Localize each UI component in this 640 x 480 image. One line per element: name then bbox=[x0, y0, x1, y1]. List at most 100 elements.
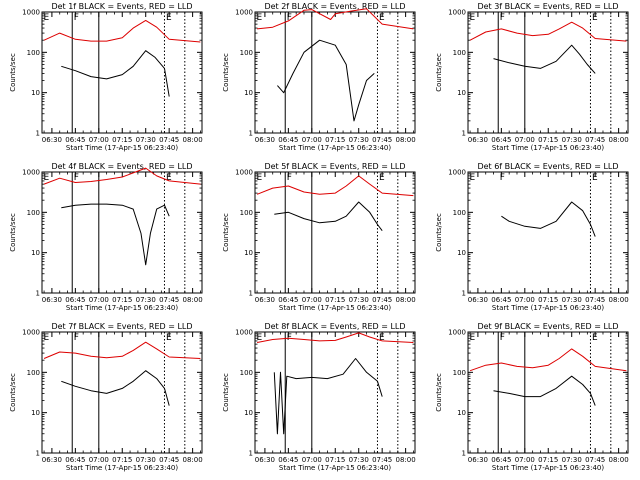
x-tick-label: 06:45 bbox=[278, 456, 298, 464]
x-tick-label: 06:30 bbox=[255, 456, 275, 464]
y-tick-label: 1000 bbox=[448, 329, 466, 337]
y-tick-label: 100 bbox=[27, 369, 40, 377]
chart-panel-5: Det 5f BLACK = Events, RED = LLD 1 10 100 10… bbox=[222, 162, 416, 312]
segment-marker-label: E bbox=[257, 173, 263, 183]
chart-title: Det 2f BLACK = Events, RED = LLD bbox=[264, 2, 405, 11]
x-tick-label: 07:00 bbox=[515, 456, 535, 464]
chart-panel-7: Det 7f BLACK = Events, RED = LLD 1 10 100 10… bbox=[9, 322, 203, 472]
chart-title: Det 4f BLACK = Events, RED = LLD bbox=[51, 162, 192, 171]
segment-marker-label: F bbox=[500, 333, 505, 343]
y-tick-label: 1000 bbox=[448, 169, 466, 177]
series-black-events bbox=[273, 358, 383, 435]
y-tick-label: 10 bbox=[457, 409, 466, 417]
x-tick-label: 08:00 bbox=[609, 296, 629, 304]
segment-marker-label: E bbox=[379, 333, 385, 343]
x-tick-label: 06:30 bbox=[468, 136, 488, 144]
series-black-events bbox=[501, 201, 596, 237]
y-tick-label: 10 bbox=[31, 249, 40, 257]
chart-panel-3: Det 3f BLACK = Events, RED = LLD 1 10 100 10… bbox=[435, 2, 629, 152]
x-tick-label: 06:45 bbox=[491, 456, 511, 464]
y-axis-label: Counts/sec bbox=[435, 373, 443, 412]
y-tick-label: 100 bbox=[453, 369, 466, 377]
x-tick-label: 07:00 bbox=[89, 456, 109, 464]
segment-marker-label: E bbox=[44, 13, 50, 23]
segment-marker-label: E bbox=[379, 173, 385, 183]
x-tick-label: 07:30 bbox=[136, 456, 156, 464]
x-tick-label: 07:45 bbox=[585, 456, 605, 464]
series-black-events bbox=[493, 44, 596, 74]
x-tick-label: 06:30 bbox=[255, 136, 275, 144]
x-axis-label: Start Time (17-Apr-15 06:23:40) bbox=[279, 144, 391, 152]
x-tick-label: 07:00 bbox=[302, 136, 322, 144]
segment-marker-label: F bbox=[500, 173, 505, 183]
segment-marker-label: E bbox=[470, 333, 476, 343]
x-tick-label: 06:30 bbox=[468, 296, 488, 304]
segment-marker-label: F bbox=[74, 333, 79, 343]
series-red-lld bbox=[257, 332, 414, 343]
segment-marker-label: F bbox=[287, 13, 292, 23]
x-tick-label: 08:00 bbox=[609, 456, 629, 464]
x-tick-label: 08:00 bbox=[396, 296, 416, 304]
x-tick-label: 07:45 bbox=[159, 136, 179, 144]
y-tick-label: 1000 bbox=[22, 9, 40, 17]
y-axis-label: Counts/sec bbox=[9, 53, 17, 92]
x-tick-label: 07:45 bbox=[585, 136, 605, 144]
y-tick-label: 1 bbox=[36, 450, 40, 458]
chart-panel-2: Det 2f BLACK = Events, RED = LLD 1 10 100 10… bbox=[222, 2, 416, 152]
x-tick-label: 07:30 bbox=[136, 136, 156, 144]
x-tick-label: 07:00 bbox=[302, 456, 322, 464]
plot-frame bbox=[467, 171, 629, 294]
series-red-lld bbox=[257, 8, 414, 30]
x-tick-label: 07:30 bbox=[562, 296, 582, 304]
y-tick-label: 1 bbox=[36, 130, 40, 138]
chart-title: Det 1f BLACK = Events, RED = LLD bbox=[51, 2, 192, 11]
y-tick-label: 1 bbox=[462, 130, 466, 138]
x-axis-label: Start Time (17-Apr-15 06:23:40) bbox=[66, 464, 178, 472]
segment-marker-label: E bbox=[166, 173, 172, 183]
x-axis-label: Start Time (17-Apr-15 06:23:40) bbox=[492, 464, 604, 472]
segment-marker-label: E bbox=[379, 13, 385, 23]
x-tick-label: 06:45 bbox=[65, 296, 85, 304]
series-black-events bbox=[61, 50, 170, 97]
x-tick-label: 07:00 bbox=[515, 136, 535, 144]
x-axis-label: Start Time (17-Apr-15 06:23:40) bbox=[279, 304, 391, 312]
segment-marker-label: E bbox=[44, 333, 50, 343]
x-tick-label: 07:45 bbox=[585, 296, 605, 304]
plot-frame bbox=[41, 11, 203, 134]
segment-marker-label: E bbox=[592, 333, 598, 343]
y-axis-label: Counts/sec bbox=[222, 53, 230, 92]
x-tick-label: 07:00 bbox=[515, 296, 535, 304]
y-tick-label: 1 bbox=[462, 450, 466, 458]
x-tick-label: 07:15 bbox=[112, 136, 132, 144]
x-tick-label: 08:00 bbox=[396, 456, 416, 464]
y-axis-label: Counts/sec bbox=[9, 373, 17, 412]
segment-marker-label: E bbox=[44, 173, 50, 183]
x-tick-label: 06:45 bbox=[278, 296, 298, 304]
plot-frame bbox=[467, 11, 629, 134]
y-tick-label: 1 bbox=[249, 130, 253, 138]
x-tick-label: 06:30 bbox=[255, 296, 275, 304]
y-axis-label: Counts/sec bbox=[222, 213, 230, 252]
y-axis-label: Counts/sec bbox=[222, 373, 230, 412]
plot-frame bbox=[41, 171, 203, 294]
x-tick-label: 06:45 bbox=[65, 456, 85, 464]
segment-marker-label: F bbox=[500, 13, 505, 23]
x-tick-label: 07:15 bbox=[538, 136, 558, 144]
x-tick-label: 07:15 bbox=[112, 296, 132, 304]
x-axis-label: Start Time (17-Apr-15 06:23:40) bbox=[492, 304, 604, 312]
y-tick-label: 10 bbox=[31, 89, 40, 97]
y-tick-label: 1000 bbox=[22, 329, 40, 337]
y-axis-label: Counts/sec bbox=[435, 53, 443, 92]
y-tick-label: 100 bbox=[240, 209, 253, 217]
x-tick-label: 07:00 bbox=[89, 136, 109, 144]
y-axis-label: Counts/sec bbox=[9, 213, 17, 252]
series-red-lld bbox=[256, 175, 414, 197]
y-tick-label: 10 bbox=[457, 249, 466, 257]
x-tick-label: 07:30 bbox=[562, 456, 582, 464]
segment-marker-label: E bbox=[592, 173, 598, 183]
y-tick-label: 1 bbox=[249, 450, 253, 458]
y-tick-label: 10 bbox=[244, 249, 253, 257]
plot-frame bbox=[41, 331, 203, 454]
x-tick-label: 07:00 bbox=[89, 296, 109, 304]
